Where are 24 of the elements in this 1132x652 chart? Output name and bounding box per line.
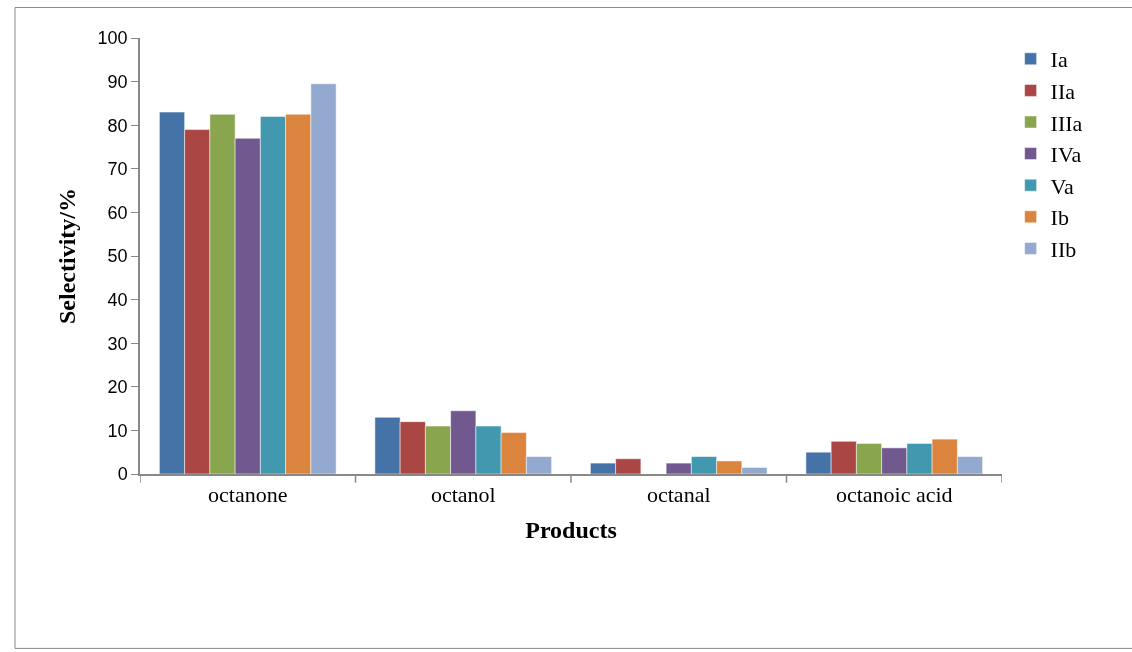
y-tick-label: 70	[107, 159, 128, 180]
x-axis-title: Products	[525, 516, 617, 543]
y-tick-label: 0	[117, 464, 128, 485]
legend-label: Ia	[1050, 47, 1068, 73]
x-tick-label: octanoic acid	[835, 482, 953, 508]
y-tick-label: 50	[107, 246, 128, 267]
x-tick-label: octanone	[208, 482, 288, 508]
y-tick-label: 30	[107, 333, 128, 354]
x-tick-label: octanal	[646, 482, 711, 508]
y-tick-label: 40	[107, 289, 128, 310]
y-tick-label: 10	[107, 420, 128, 441]
y-tick-label: 90	[107, 71, 128, 92]
legend-label: IVa	[1050, 142, 1082, 168]
y-axis-title: Selectivity/%	[54, 188, 81, 324]
legend-label: Va	[1050, 173, 1075, 199]
legend-label: Ib	[1050, 205, 1069, 231]
legend-label: IIa	[1050, 78, 1076, 104]
legend-label: IIIa	[1050, 110, 1083, 136]
x-tick-label: octanol	[430, 482, 496, 508]
y-tick-label: 20	[107, 377, 128, 398]
legend-label: IIb	[1050, 236, 1077, 262]
y-tick-label: 60	[107, 202, 128, 223]
y-tick-label: 100	[97, 28, 128, 49]
y-tick-label: 80	[107, 115, 128, 136]
